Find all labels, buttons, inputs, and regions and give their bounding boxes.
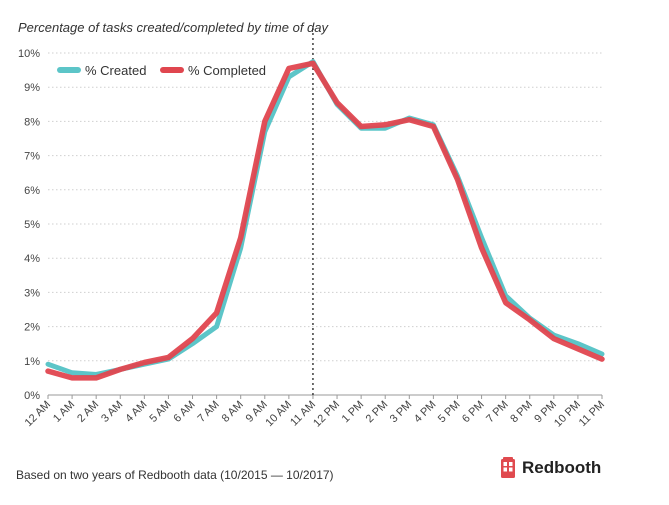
x-tick-label: 5 AM xyxy=(147,399,173,425)
x-tick-label: 4 PM xyxy=(412,399,439,426)
x-tick-label: 2 PM xyxy=(364,399,391,426)
brand-name: Redbooth xyxy=(522,458,602,477)
x-tick-label: 12 AM xyxy=(23,399,54,430)
y-tick-label: 6% xyxy=(24,185,40,197)
chart-title: Percentage of tasks created/completed by… xyxy=(18,20,329,35)
series-lines xyxy=(45,59,605,381)
y-tick-label: 7% xyxy=(24,151,40,163)
x-tick-label: 5 PM xyxy=(436,399,463,426)
y-tick-label: 3% xyxy=(24,287,40,299)
x-tick-label: 1 AM xyxy=(51,399,77,425)
x-tick-label: 8 AM xyxy=(220,399,246,425)
x-tick-label: 1 PM xyxy=(340,399,367,426)
x-tick-label: 11 PM xyxy=(577,399,607,429)
x-tick-label: 12 PM xyxy=(311,399,342,430)
series-line xyxy=(45,59,605,377)
grid-lines xyxy=(48,52,602,362)
y-tick-label: 9% xyxy=(24,82,40,94)
x-tick-label: 2 AM xyxy=(75,399,101,425)
y-tick-label: 4% xyxy=(24,253,40,265)
brand-logo: Redbooth xyxy=(500,457,601,479)
x-tick-label: 6 PM xyxy=(460,399,487,426)
y-tick-label: 0% xyxy=(24,390,40,402)
phone-booth-icon xyxy=(501,457,515,478)
footnote: Based on two years of Redbooth data (10/… xyxy=(16,468,334,482)
y-tick-label: 1% xyxy=(24,356,40,368)
y-tick-label: 2% xyxy=(24,322,40,334)
x-tick-label: 10 AM xyxy=(263,399,294,430)
x-tick-label: 10 PM xyxy=(552,399,583,430)
legend: % Created % Completed xyxy=(57,63,266,78)
axes xyxy=(47,28,603,399)
series-line xyxy=(45,60,605,381)
legend-label: % Completed xyxy=(188,63,266,78)
x-tick-label: 8 PM xyxy=(508,399,535,426)
y-tick-label: 5% xyxy=(24,219,40,231)
x-tick-label: 4 AM xyxy=(123,399,149,425)
y-tick-label: 10% xyxy=(18,48,40,60)
legend-label: % Created xyxy=(85,63,146,78)
x-tick-label: 6 AM xyxy=(171,399,197,425)
x-tick-label: 3 AM xyxy=(99,399,125,425)
y-tick-label: 8% xyxy=(24,116,40,128)
x-tick-label: 7 AM xyxy=(196,399,222,425)
x-tick-label: 3 PM xyxy=(388,399,415,426)
x-tick-label: 7 PM xyxy=(484,399,511,426)
